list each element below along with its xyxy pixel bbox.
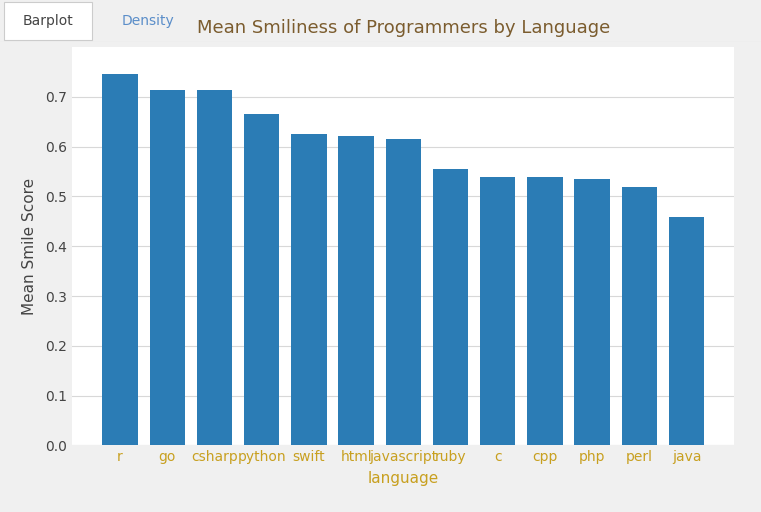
Bar — [386, 139, 421, 445]
Bar — [669, 218, 704, 445]
Y-axis label: Mean Smile Score: Mean Smile Score — [22, 178, 37, 315]
Bar — [150, 90, 185, 445]
X-axis label: language: language — [368, 471, 439, 486]
Text: Density: Density — [122, 14, 174, 28]
Bar — [197, 91, 232, 445]
Bar — [339, 136, 374, 445]
Bar — [244, 114, 279, 445]
Bar — [480, 177, 515, 445]
FancyBboxPatch shape — [4, 2, 92, 40]
Bar — [575, 179, 610, 445]
Bar — [433, 169, 468, 445]
Bar — [291, 134, 326, 445]
Title: Mean Smiliness of Programmers by Language: Mean Smiliness of Programmers by Languag… — [196, 19, 610, 37]
Bar — [527, 177, 562, 445]
Bar — [622, 186, 657, 445]
Text: Barplot: Barplot — [23, 14, 73, 28]
Bar — [103, 74, 138, 445]
